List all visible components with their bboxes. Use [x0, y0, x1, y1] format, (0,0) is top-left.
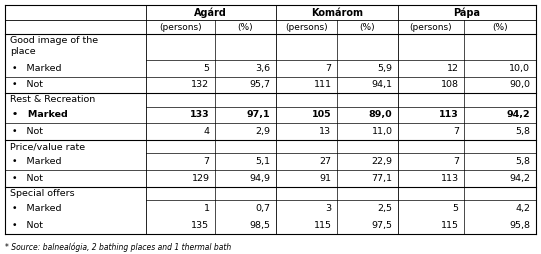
- Text: 94,9: 94,9: [249, 174, 270, 183]
- Text: 94,2: 94,2: [509, 174, 530, 183]
- Text: 111: 111: [313, 81, 332, 89]
- Text: 98,5: 98,5: [249, 221, 270, 230]
- Text: 5,1: 5,1: [255, 157, 270, 166]
- Text: * Source: balnealógia, 2 bathing places and 1 thermal bath: * Source: balnealógia, 2 bathing places …: [5, 243, 232, 252]
- Text: (%): (%): [492, 23, 507, 32]
- Text: •   Marked: • Marked: [12, 157, 61, 166]
- Text: (persons): (persons): [159, 23, 202, 32]
- Text: •   Marked: • Marked: [12, 64, 61, 73]
- Text: 115: 115: [441, 221, 459, 230]
- Text: Price/value rate: Price/value rate: [10, 142, 85, 151]
- Text: 4: 4: [203, 127, 209, 136]
- Text: 5,8: 5,8: [515, 157, 530, 166]
- Text: Special offers: Special offers: [10, 189, 74, 198]
- Text: Good image of the
place: Good image of the place: [10, 37, 98, 56]
- Text: (%): (%): [359, 23, 375, 32]
- Text: 7: 7: [453, 127, 459, 136]
- Text: 135: 135: [192, 221, 209, 230]
- Text: 7: 7: [326, 64, 332, 73]
- Text: 7: 7: [203, 157, 209, 166]
- Text: Pápa: Pápa: [453, 7, 480, 18]
- Text: 0,7: 0,7: [255, 204, 270, 213]
- Text: 95,7: 95,7: [249, 81, 270, 89]
- Text: 5,8: 5,8: [515, 127, 530, 136]
- Text: 2,5: 2,5: [378, 204, 392, 213]
- Text: 108: 108: [441, 81, 459, 89]
- Text: 132: 132: [192, 81, 209, 89]
- Text: 2,9: 2,9: [255, 127, 270, 136]
- Text: (persons): (persons): [285, 23, 328, 32]
- Text: 97,1: 97,1: [247, 110, 270, 119]
- Text: 1: 1: [203, 204, 209, 213]
- Text: 5: 5: [453, 204, 459, 213]
- Text: 133: 133: [190, 110, 209, 119]
- Text: 91: 91: [320, 174, 332, 183]
- Text: 90,0: 90,0: [509, 81, 530, 89]
- Text: 97,5: 97,5: [372, 221, 392, 230]
- Text: Rest & Recreation: Rest & Recreation: [10, 96, 95, 104]
- Text: 115: 115: [313, 221, 332, 230]
- Text: 77,1: 77,1: [372, 174, 392, 183]
- Text: 129: 129: [192, 174, 209, 183]
- Text: 113: 113: [440, 174, 459, 183]
- Text: •   Not: • Not: [12, 174, 43, 183]
- Text: Komárom: Komárom: [311, 8, 363, 18]
- Text: 89,0: 89,0: [369, 110, 392, 119]
- Text: 12: 12: [447, 64, 459, 73]
- Text: •   Not: • Not: [12, 127, 43, 136]
- Text: 22,9: 22,9: [372, 157, 392, 166]
- Text: •   Marked: • Marked: [12, 110, 68, 119]
- Text: 13: 13: [319, 127, 332, 136]
- Text: 27: 27: [320, 157, 332, 166]
- Text: 3,6: 3,6: [255, 64, 270, 73]
- Text: 113: 113: [439, 110, 459, 119]
- Text: 95,8: 95,8: [509, 221, 530, 230]
- Text: 94,2: 94,2: [507, 110, 530, 119]
- Text: •   Not: • Not: [12, 81, 43, 89]
- Text: (persons): (persons): [410, 23, 452, 32]
- Text: (%): (%): [237, 23, 253, 32]
- Text: 5: 5: [203, 64, 209, 73]
- Text: 11,0: 11,0: [372, 127, 392, 136]
- Text: 3: 3: [325, 204, 332, 213]
- Text: 4,2: 4,2: [515, 204, 530, 213]
- Text: •   Not: • Not: [12, 221, 43, 230]
- Text: 94,1: 94,1: [372, 81, 392, 89]
- Text: 105: 105: [312, 110, 332, 119]
- Text: 7: 7: [453, 157, 459, 166]
- Text: Agárd: Agárd: [194, 7, 227, 18]
- Text: •   Marked: • Marked: [12, 204, 61, 213]
- Text: 5,9: 5,9: [378, 64, 392, 73]
- Text: 10,0: 10,0: [509, 64, 530, 73]
